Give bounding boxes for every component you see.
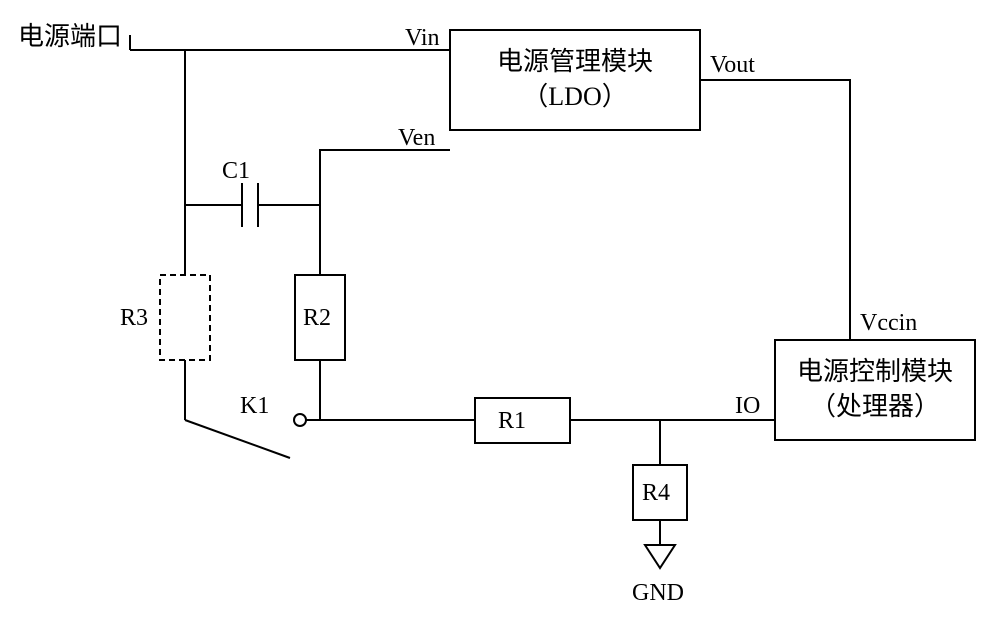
label-ven: Ven [398, 125, 435, 151]
wire-ven [320, 150, 450, 205]
gnd-symbol [645, 545, 675, 568]
ctrl-label-line1: 电源控制模块 [797, 357, 953, 386]
wire-vout-vccin [700, 80, 850, 340]
ldo-label-line2: （LDO） [522, 82, 627, 111]
ctrl-label-line2: （处理器） [810, 392, 940, 421]
label-r3: R3 [120, 305, 148, 331]
label-gnd: GND [632, 580, 684, 606]
label-vout: Vout [710, 52, 755, 78]
label-io: IO [735, 393, 760, 419]
label-r1: R1 [498, 408, 526, 434]
label-k1: K1 [240, 393, 269, 419]
label-vin: Vin [405, 25, 440, 51]
label-vccin: Vccin [860, 310, 917, 336]
label-power-port: 电源端口 [18, 22, 122, 51]
label-c1: C1 [222, 158, 250, 184]
ldo-block [450, 30, 700, 130]
k1-blade [185, 420, 290, 458]
label-r4: R4 [642, 480, 670, 506]
ctrl-block [775, 340, 975, 440]
label-r2: R2 [303, 305, 331, 331]
k1-terminal-right [294, 414, 306, 426]
r3-body [160, 275, 210, 360]
ldo-label-line1: 电源管理模块 [497, 47, 653, 76]
